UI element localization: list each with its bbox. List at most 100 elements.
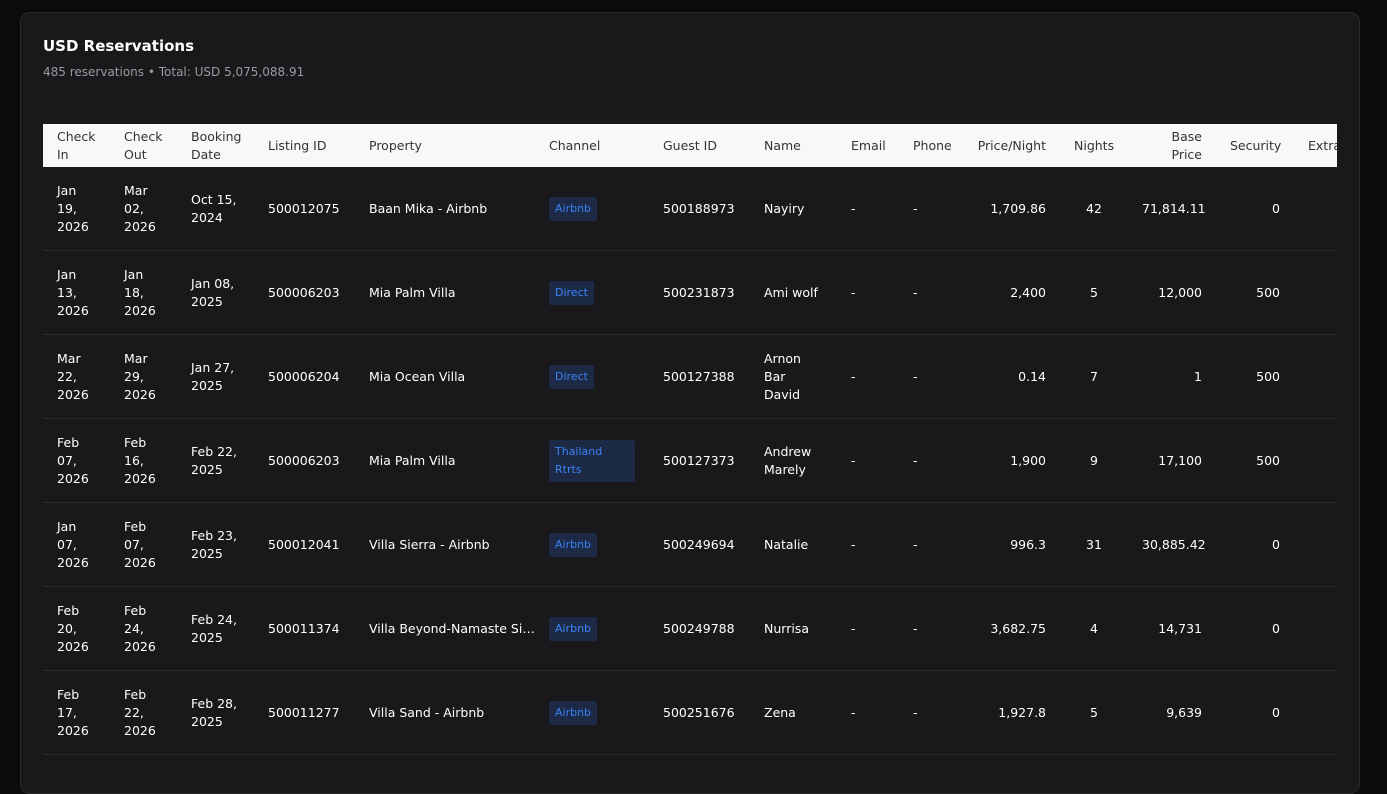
table-cell: 500011277 xyxy=(254,670,355,755)
table-cell: Feb 17, 2026 xyxy=(43,670,110,755)
table-cell xyxy=(1294,250,1337,335)
table-cell: Ami wolf xyxy=(750,250,837,335)
subtitle: 485 reservations • Total: USD 5,075,088.… xyxy=(43,65,305,79)
table-cell: 500006204 xyxy=(254,334,355,419)
table-cell: 500249788 xyxy=(649,586,750,671)
table-cell: Feb 23, 2025 xyxy=(177,502,254,587)
table-cell: Feb 07, 2026 xyxy=(43,418,110,503)
table-cell: Airbnb xyxy=(535,586,649,671)
table-cell: Airbnb xyxy=(535,670,649,755)
table-row[interactable]: Feb 17, 2026 Feb 22, 2026 Feb 28, 2025 5000… xyxy=(43,670,1337,755)
table-cell: Direct xyxy=(535,334,649,419)
column-header: Check Out xyxy=(110,124,177,167)
table-cell: Jan 19, 2026 xyxy=(43,167,110,251)
table-cell: 7 xyxy=(1060,334,1128,419)
table-cell: Villa Sand - Airbnb xyxy=(355,670,535,755)
channel-badge: Airbnb xyxy=(549,700,598,725)
table-cell: - xyxy=(899,334,962,419)
table-cell: Jan 27, 2025 xyxy=(177,334,254,419)
table: Check In Check Out Booking Date Listing ID P… xyxy=(43,124,1337,755)
table-cell: Feb 22, 2026 xyxy=(110,670,177,755)
table-row[interactable]: Jan 07, 2026 Feb 07, 2026 Feb 23, 2025 5000… xyxy=(43,502,1337,587)
table-cell: Mar 29, 2026 xyxy=(110,334,177,419)
channel-badge: Airbnb xyxy=(549,616,598,641)
column-header: Check In xyxy=(43,124,110,167)
channel-badge: Airbnb xyxy=(549,532,598,557)
table-cell: - xyxy=(837,418,899,503)
table-cell: Baan Mika - Airbnb xyxy=(355,167,535,251)
table-cell: Villa Sierra - Airbnb xyxy=(355,502,535,587)
table-cell: Andrew Marely xyxy=(750,418,837,503)
table-cell: 4 xyxy=(1060,586,1128,671)
table-cell: Nurrisa xyxy=(750,586,837,671)
table-cell: Jan 08, 2025 xyxy=(177,250,254,335)
table-cell xyxy=(1294,418,1337,503)
table-cell: 500 xyxy=(1216,334,1294,419)
table-cell: 1,709.86 xyxy=(962,167,1060,251)
table-wrap: Check In Check Out Booking Date Listing ID P… xyxy=(43,124,1337,755)
page: USD Reservations 485 reservations • Tota… xyxy=(20,12,1360,794)
table-row[interactable]: Mar 22, 2026 Mar 29, 2026 Jan 27, 2025 5000… xyxy=(43,334,1337,419)
table-cell: Direct xyxy=(535,250,649,335)
table-cell: 9,639 xyxy=(1128,670,1216,755)
table-cell: 14,731 xyxy=(1128,586,1216,671)
table-cell: Jan 18, 2026 xyxy=(110,250,177,335)
table-cell: Nayiry xyxy=(750,167,837,251)
table-cell: 0.14 xyxy=(962,334,1060,419)
table-cell: 0 xyxy=(1216,586,1294,671)
channel-badge: Direct xyxy=(549,280,594,305)
table-cell: 500251676 xyxy=(649,670,750,755)
table-cell: 5 xyxy=(1060,670,1128,755)
table-cell: 42 xyxy=(1060,167,1128,251)
table-cell: - xyxy=(837,250,899,335)
table-cell: 500249694 xyxy=(649,502,750,587)
table-cell: 500012075 xyxy=(254,167,355,251)
table-cell: 30,885.42 xyxy=(1128,502,1216,587)
table-row[interactable]: Jan 19, 2026 Mar 02, 2026 Oct 15, 2024 5000… xyxy=(43,167,1337,251)
table-cell: 3,682.75 xyxy=(962,586,1060,671)
table-cell: - xyxy=(899,502,962,587)
channel-badge: Direct xyxy=(549,364,594,389)
title: USD Reservations xyxy=(43,37,195,55)
table-row[interactable]: Feb 07, 2026 Feb 16, 2026 Feb 22, 2025 5000… xyxy=(43,418,1337,503)
table-cell: - xyxy=(899,418,962,503)
table-cell: Natalie xyxy=(750,502,837,587)
table-cell: Jan 13, 2026 xyxy=(43,250,110,335)
column-header: Security xyxy=(1216,124,1294,167)
table-cell: Feb 22, 2025 xyxy=(177,418,254,503)
table-cell: 17,100 xyxy=(1128,418,1216,503)
table-cell: 500127388 xyxy=(649,334,750,419)
column-header: Listing ID xyxy=(254,124,355,167)
table-cell: Mar 02, 2026 xyxy=(110,167,177,251)
table-cell: 500012041 xyxy=(254,502,355,587)
table-cell: Zena xyxy=(750,670,837,755)
table-cell: 996.3 xyxy=(962,502,1060,587)
header-row: Check In Check Out Booking Date Listing ID P… xyxy=(43,124,1337,167)
table-cell: 500 xyxy=(1216,418,1294,503)
table-cell xyxy=(1294,334,1337,419)
column-header: Booking Date xyxy=(177,124,254,167)
table-cell: Mia Ocean Villa xyxy=(355,334,535,419)
column-header: Email xyxy=(837,124,899,167)
table-cell: 5 xyxy=(1060,250,1128,335)
table-cell: 2,400 xyxy=(962,250,1060,335)
table-cell xyxy=(1294,502,1337,587)
table-cell: Feb 28, 2025 xyxy=(177,670,254,755)
table-cell: Mia Palm Villa xyxy=(355,418,535,503)
table-row[interactable]: Jan 13, 2026 Jan 18, 2026 Jan 08, 2025 5000… xyxy=(43,250,1337,335)
table-cell: 0 xyxy=(1216,670,1294,755)
table-cell: 0 xyxy=(1216,502,1294,587)
table-cell: Feb 24, 2026 xyxy=(110,586,177,671)
table-cell: Feb 20, 2026 xyxy=(43,586,110,671)
table-cell: Oct 15, 2024 xyxy=(177,167,254,251)
table-cell: Thailand Rtrts xyxy=(535,418,649,503)
table-cell: Villa Beyond-Namaste Si… xyxy=(355,586,535,671)
card: USD Reservations 485 reservations • Tota… xyxy=(20,12,1360,794)
channel-badge: Airbnb xyxy=(549,196,598,221)
table-cell: Mia Palm Villa xyxy=(355,250,535,335)
table-row[interactable]: Feb 20, 2026 Feb 24, 2026 Feb 24, 2025 5000… xyxy=(43,586,1337,671)
table-cell: - xyxy=(837,670,899,755)
table-cell: Arnon Bar David xyxy=(750,334,837,419)
table-cell: Feb 07, 2026 xyxy=(110,502,177,587)
table-cell: 1,927.8 xyxy=(962,670,1060,755)
